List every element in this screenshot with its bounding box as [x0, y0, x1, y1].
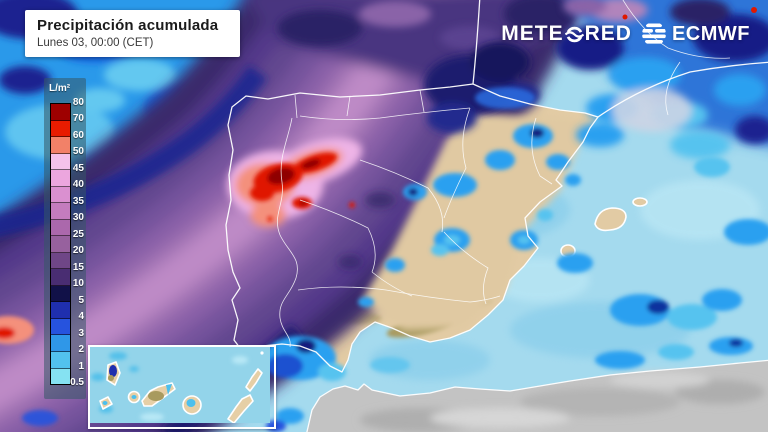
- meteored-text-right: RED: [584, 22, 632, 45]
- inset-showers: [91, 352, 248, 421]
- legend-tick-label: 3: [78, 327, 84, 339]
- legend-tick-label: 40: [72, 179, 84, 191]
- legend-color-segment: [51, 351, 70, 369]
- legend-color-segment: [51, 368, 70, 385]
- legend-color-segment: [51, 104, 70, 121]
- legend-tick-label: 35: [72, 195, 84, 207]
- legend-tick-label: 50: [72, 146, 84, 158]
- legend-color-segment: [51, 269, 70, 286]
- legend-tick-label: 5: [78, 294, 84, 306]
- legend-bar: [50, 103, 71, 385]
- legend-tick-label: 2: [78, 344, 84, 356]
- legend-tick-label: 60: [72, 129, 84, 141]
- canary-islands-map: [90, 347, 270, 423]
- legend-color-segment: [51, 236, 70, 253]
- valid-time-label: Lunes 03, 00:00 (CET): [37, 37, 154, 49]
- legend-color-segment: [51, 170, 70, 187]
- gulf-of-lion-field: [556, 0, 768, 159]
- legend-tick-label: 80: [72, 97, 84, 108]
- legend-color-segment: [51, 153, 70, 171]
- legend-tick-label: 20: [72, 245, 84, 257]
- legend-tick-label: 70: [72, 113, 84, 125]
- legend-tick-label: 4: [78, 311, 84, 323]
- canary-islands-inset: [88, 345, 276, 429]
- page-title: Precipitación acumulada: [37, 17, 219, 34]
- coastlines: [225, 0, 768, 432]
- legend-color-segment: [51, 219, 70, 237]
- legend-color-segment: [51, 203, 70, 220]
- legend-color-segment: [51, 137, 70, 154]
- meteored-logo: METE RED: [501, 22, 632, 46]
- dry-land-restore: [362, 112, 588, 330]
- precipitation-legend: L/m² 80 70 60 50 45 40 35 30 25 20 15 10 5 4 3 2 1 0.5: [44, 78, 86, 399]
- legend-color-segment: [51, 335, 70, 352]
- legend-color-segment: [51, 186, 70, 204]
- branding-bar: METE RED ECMWF: [501, 21, 750, 47]
- legend-tick-label: 30: [72, 212, 84, 224]
- ecmwf-sphere-icon: [641, 23, 666, 44]
- meteored-o-icon: [564, 26, 584, 42]
- legend-tick-label: 1: [78, 360, 84, 372]
- africa-landmass: [306, 360, 768, 432]
- meteored-text-left: METE: [501, 22, 564, 45]
- title-box: Precipitación acumulada Lunes 03, 00:00 …: [25, 10, 240, 57]
- legend-tick-label: 10: [72, 278, 84, 290]
- inset-island-detail: [102, 351, 264, 407]
- legend-color-segment: [51, 252, 70, 270]
- legend-tick-label: 15: [72, 261, 84, 273]
- legend-color-segment: [51, 285, 70, 303]
- country-borders: [276, 0, 731, 348]
- legend-labels: 80 70 60 50 45 40 35 30 25 20 15 10 5 4 3 2 1 0.5: [70, 97, 84, 389]
- legend-tick-label: 0.5: [70, 376, 84, 388]
- ecmwf-text: ECMWF: [671, 22, 750, 45]
- legend-tick-label: 25: [72, 228, 84, 240]
- biscay-detail: [278, 0, 576, 50]
- legend-unit-label: L/m²: [49, 83, 71, 94]
- ecmwf-logo: ECMWF: [641, 21, 750, 47]
- red-precip-maximum: [0, 138, 363, 344]
- legend-color-segment: [51, 318, 70, 336]
- legend-color-segment: [51, 302, 70, 319]
- legend-color-segment: [51, 120, 70, 138]
- legend-tick-label: 45: [72, 162, 84, 174]
